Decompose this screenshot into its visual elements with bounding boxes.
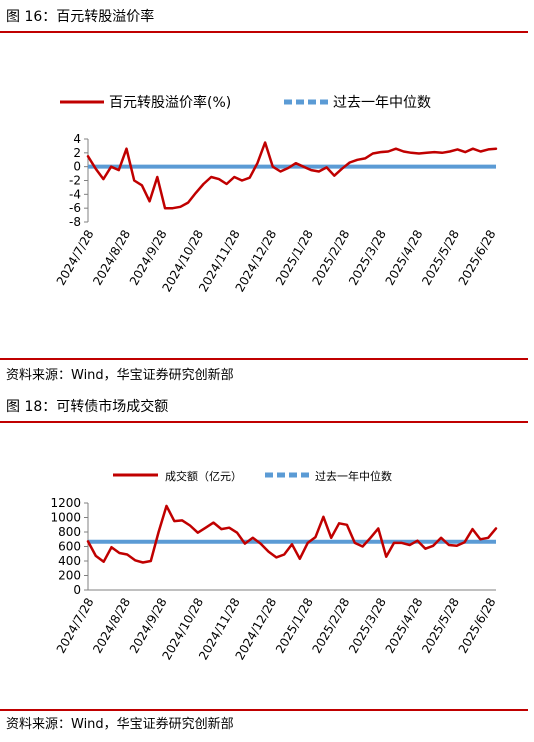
y-tick-label: -8 <box>69 215 81 229</box>
y-tick-label: 600 <box>58 540 81 554</box>
x-tick-label: 2025/4/28 <box>383 228 426 288</box>
y-tick-label: 0 <box>73 583 81 597</box>
x-tick-label: 2025/3/28 <box>346 596 389 656</box>
legend-label-series-1: 百元转股溢价率(%) <box>109 94 231 111</box>
y-tick-label: 0 <box>73 160 81 174</box>
figure-1-title: 图 16：百元转股溢价率 <box>6 9 155 25</box>
y-tick-label: 1000 <box>50 511 81 525</box>
x-tick-label: 2025/4/28 <box>383 596 426 656</box>
figure-2-top-rule <box>0 421 528 423</box>
x-tick-label: 2024/9/28 <box>127 228 170 288</box>
series-line <box>86 141 498 210</box>
x-tick-label: 2025/5/28 <box>419 596 462 656</box>
legend-label-median: 过去一年中位数 <box>333 95 431 111</box>
x-tick-label: 2025/6/28 <box>456 596 499 656</box>
x-tick-label: 2025/5/28 <box>419 228 462 288</box>
x-tick-label: 2025/3/28 <box>346 228 389 288</box>
y-tick-label: 1200 <box>50 496 81 510</box>
y-tick-label: 4 <box>73 132 81 146</box>
x-tick-label: 2025/1/28 <box>273 596 316 656</box>
x-tick-label: 2024/7/28 <box>54 228 97 288</box>
x-tick-label: 2025/2/28 <box>310 596 353 656</box>
figure-2-source: 资料来源：Wind，华宝证券研究创新部 <box>6 717 234 732</box>
y-tick-label: 800 <box>58 525 81 539</box>
y-tick-label: 2 <box>73 146 81 160</box>
x-tick-label: 2024/9/28 <box>127 596 170 656</box>
turnover-chart: 成交额（亿元） 过去一年中位数1200100080060040020002024/… <box>50 469 499 662</box>
y-tick-label: -6 <box>69 201 81 215</box>
legend-label-median: 过去一年中位数 <box>315 469 392 483</box>
premium-rate-chart: 百元转股溢价率(%) 过去一年中位数420-2-4-6-82024/7/28202… <box>54 94 499 294</box>
y-tick-label: 200 <box>58 569 81 583</box>
figure-1-source: 资料来源：Wind，华宝证券研究创新部 <box>6 368 234 383</box>
x-tick-label: 2025/2/28 <box>310 228 353 288</box>
x-tick-label: 2024/8/28 <box>90 228 133 288</box>
figure-2-title: 图 18：可转债市场成交额 <box>6 399 169 415</box>
figure-1-top-rule <box>0 31 528 33</box>
x-tick-label: 2024/8/28 <box>90 596 133 656</box>
x-tick-label: 2025/6/28 <box>456 228 499 288</box>
series-line <box>86 504 498 564</box>
y-tick-label: -4 <box>69 187 81 201</box>
figure-1-bottom-rule <box>0 358 528 360</box>
x-tick-label: 2025/1/28 <box>273 228 316 288</box>
figure-2-bottom-rule <box>0 709 528 711</box>
x-tick-label: 2024/7/28 <box>54 596 97 656</box>
y-tick-label: 400 <box>58 554 81 568</box>
legend-label-series-1: 成交额（亿元） <box>165 469 242 483</box>
y-tick-label: -2 <box>69 174 81 188</box>
